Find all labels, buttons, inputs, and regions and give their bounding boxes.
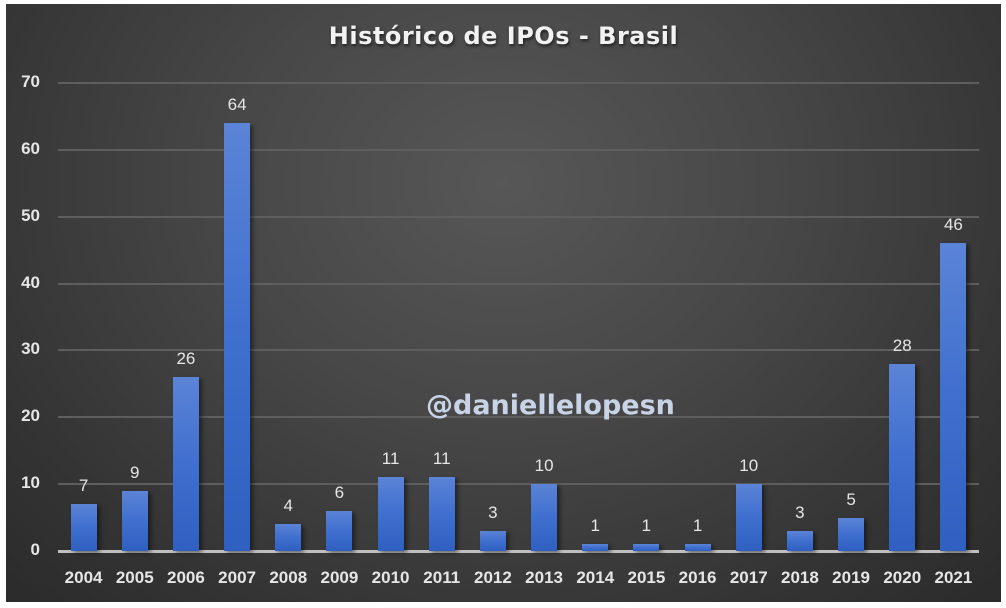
x-axis-tick-label: 2013 [525, 568, 563, 587]
gridline [58, 82, 979, 84]
y-axis-tick-label: 40 [21, 272, 40, 292]
x-axis-tick-label: 2017 [729, 568, 768, 587]
data-label: 6 [334, 482, 345, 502]
x-axis-tick-label: 2019 [832, 568, 870, 587]
bar-2012 [479, 530, 506, 551]
y-axis-tick-label: 50 [21, 205, 40, 225]
data-label: 4 [283, 496, 293, 516]
x-axis-tick-label: 2005 [115, 568, 154, 587]
x-axis-line [58, 550, 979, 553]
bar-2017 [735, 484, 762, 551]
y-axis-tick-label: 60 [21, 138, 40, 158]
data-label: 7 [78, 476, 89, 496]
data-label: 1 [692, 516, 703, 536]
chart-title: Histórico de IPOs - Brasil [328, 22, 679, 50]
bar-2013 [531, 484, 558, 551]
data-label: 5 [846, 489, 856, 509]
bar-2021 [940, 243, 967, 551]
x-axis-tick-label: 2014 [576, 568, 615, 587]
bar-2005 [121, 490, 148, 551]
bar-2008 [275, 524, 302, 551]
x-axis-tick-label: 2016 [678, 568, 717, 587]
x-axis-tick-label: 2008 [269, 568, 308, 587]
x-axis-tick-label: 2009 [320, 568, 359, 587]
bar-2018 [786, 530, 813, 551]
x-axis-tick-label: 2004 [64, 568, 103, 587]
bar-2007 [224, 123, 251, 551]
gridline [58, 148, 979, 151]
data-label: 28 [892, 335, 912, 355]
bar-2020 [889, 363, 916, 551]
data-label: 10 [534, 456, 554, 476]
gridline [58, 416, 979, 419]
data-label: 11 [432, 449, 451, 469]
data-label: 64 [227, 95, 247, 115]
y-axis-tick-label: 0 [30, 540, 40, 559]
gridline [58, 282, 979, 285]
watermark-text: @daniellelopesn [426, 390, 675, 421]
bar-2014 [582, 544, 609, 551]
bar-2009 [326, 510, 353, 551]
data-label: 3 [488, 502, 498, 522]
bar-2004 [70, 504, 97, 551]
data-label: 1 [590, 516, 600, 536]
bar-2010 [377, 477, 404, 551]
bar-2019 [838, 517, 865, 551]
y-axis-tick-label: 10 [21, 473, 40, 493]
gridline [58, 483, 979, 486]
data-label: 46 [943, 215, 963, 235]
x-axis-tick-label: 2012 [473, 568, 512, 587]
x-axis-tick-label: 2007 [218, 568, 256, 587]
x-axis-tick-label: 2006 [166, 568, 205, 587]
x-axis-tick-label: 2015 [627, 568, 666, 587]
bar-2011 [428, 477, 455, 551]
bar-2016 [684, 544, 711, 551]
data-label: 1 [641, 516, 652, 536]
chart-container: Histórico de IPOs - Brasil 0 10 20 30 40 50 60… [6, 4, 1001, 602]
x-axis-tick-label: 2018 [780, 568, 819, 587]
gridline [58, 349, 979, 352]
x-axis-tick-label: 2011 [423, 568, 461, 587]
bar-2015 [633, 544, 660, 551]
x-axis-tick-label: 2020 [883, 568, 922, 587]
y-axis-tick-label: 30 [21, 339, 40, 359]
data-label: 11 [381, 449, 400, 469]
y-axis-tick-label: 20 [21, 406, 40, 426]
data-label: 9 [130, 462, 140, 482]
x-axis-tick-label: 2021 [934, 568, 973, 587]
x-axis-tick-label: 2010 [371, 568, 410, 587]
data-label: 3 [795, 502, 805, 522]
gridline [58, 215, 979, 218]
y-axis-tick-label: 70 [21, 72, 40, 91]
bar-2006 [172, 377, 199, 551]
data-label: 26 [176, 349, 196, 369]
data-label: 10 [739, 456, 759, 476]
